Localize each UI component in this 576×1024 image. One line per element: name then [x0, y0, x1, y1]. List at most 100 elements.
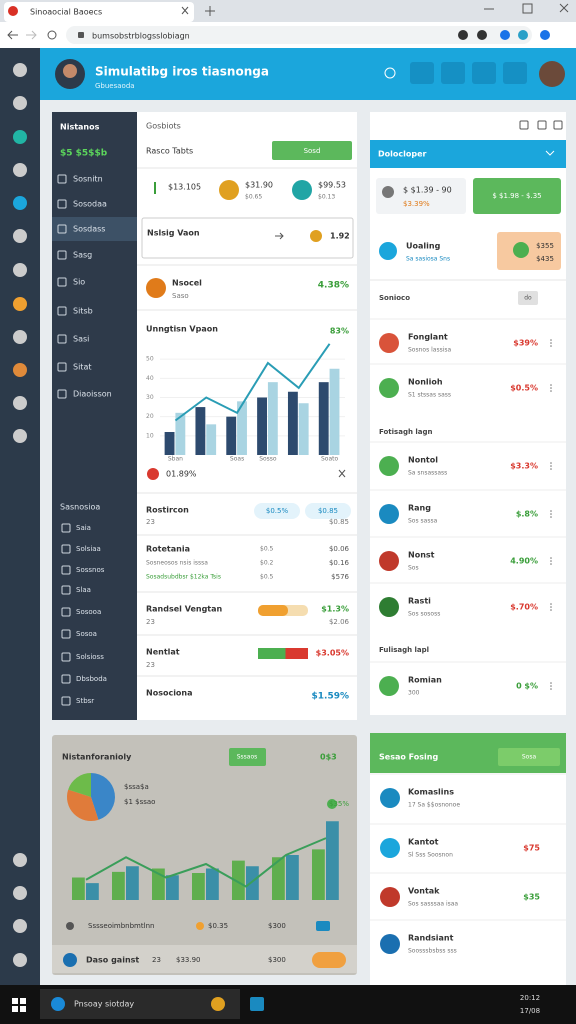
- search-icon[interactable]: [384, 67, 396, 79]
- label[interactable]: Sssaos: [237, 754, 258, 761]
- toolbar-icon[interactable]: [458, 30, 468, 40]
- rail-icon[interactable]: [13, 429, 27, 443]
- list-title[interactable]: Romian: [408, 676, 442, 685]
- bottom-pill[interactable]: [312, 952, 346, 968]
- sidebar-item[interactable]: Sasi: [73, 335, 89, 344]
- rail-icon[interactable]: [13, 297, 27, 311]
- header-button[interactable]: [503, 62, 527, 84]
- sidebar-item[interactable]: Slaa: [76, 586, 91, 594]
- rail-icon[interactable]: [13, 886, 27, 900]
- sidebar-item[interactable]: Sosoa: [76, 630, 97, 638]
- taskbar-app[interactable]: [40, 989, 240, 1019]
- reload-button[interactable]: [47, 30, 57, 40]
- rail-icon[interactable]: [13, 229, 27, 243]
- menu-dot[interactable]: [550, 682, 552, 684]
- feed-button[interactable]: [498, 748, 560, 766]
- label[interactable]: Sosa: [522, 754, 537, 761]
- menu-dot[interactable]: [550, 465, 552, 467]
- trend-line: [174, 343, 331, 422]
- menu-dot[interactable]: [550, 557, 552, 559]
- rail-icon[interactable]: [13, 96, 27, 110]
- sidebar-item[interactable]: Dbsboda: [76, 675, 107, 683]
- url-field[interactable]: [66, 26, 532, 44]
- right-button[interactable]: [473, 178, 561, 214]
- start-button[interactable]: [12, 998, 18, 1004]
- rail-icon[interactable]: [13, 263, 27, 277]
- app-icon[interactable]: [250, 997, 264, 1011]
- sidebar-item[interactable]: Sosooa: [76, 608, 101, 616]
- list-title[interactable]: Rang: [408, 504, 431, 513]
- feed-title[interactable]: Komaslins: [408, 788, 454, 797]
- back-button[interactable]: [7, 30, 18, 40]
- sidebar-item[interactable]: Sosodaa: [73, 200, 107, 209]
- menu-dot[interactable]: [550, 390, 552, 392]
- menu-dot[interactable]: [550, 342, 552, 344]
- rail-icon[interactable]: [13, 919, 27, 933]
- menu-dot[interactable]: [550, 387, 552, 389]
- list-title[interactable]: Nonlioh: [408, 378, 443, 387]
- rail-icon[interactable]: [13, 953, 27, 967]
- menu-dot[interactable]: [550, 685, 552, 687]
- x-tick-label: Soato: [321, 456, 339, 463]
- toolbar-icon[interactable]: [500, 30, 510, 40]
- forward-button[interactable]: [26, 30, 37, 40]
- rail-icon[interactable]: [13, 163, 27, 177]
- maximize[interactable]: [522, 3, 533, 14]
- menu-dot[interactable]: [550, 513, 552, 515]
- sidebar-item[interactable]: Diaoisson: [73, 390, 112, 399]
- list-title[interactable]: Rasti: [408, 597, 431, 606]
- menu-dot[interactable]: [550, 688, 552, 690]
- sidebar-item[interactable]: Solsiaa: [76, 545, 101, 553]
- panel-icon[interactable]: [519, 120, 529, 130]
- rail-icon[interactable]: [13, 396, 27, 410]
- label[interactable]: Sosd: [304, 147, 321, 155]
- feed-title[interactable]: Vontak: [408, 887, 440, 896]
- toolbar-icon[interactable]: [518, 30, 528, 40]
- panel-icon[interactable]: [537, 120, 547, 130]
- menu-dot[interactable]: [550, 560, 552, 562]
- menu-dot[interactable]: [550, 603, 552, 605]
- header-button[interactable]: [441, 62, 465, 84]
- sidebar-item[interactable]: Sio: [73, 278, 85, 287]
- panel-icon[interactable]: [553, 120, 563, 130]
- menu-dot[interactable]: [550, 468, 552, 470]
- sidebar-item[interactable]: Sitsb: [73, 307, 93, 316]
- feed-title[interactable]: Randsiant: [408, 934, 454, 943]
- sidebar-item[interactable]: Stbsr: [76, 697, 94, 705]
- menu-dot[interactable]: [550, 516, 552, 518]
- sidebar-item[interactable]: Sossnos: [76, 566, 105, 574]
- search-box[interactable]: [141, 217, 354, 259]
- feed-title[interactable]: Kantot: [408, 838, 439, 847]
- rail-icon[interactable]: [13, 330, 27, 344]
- rail-icon[interactable]: [13, 853, 27, 867]
- menu-dot[interactable]: [550, 339, 552, 341]
- menu-dot[interactable]: [550, 510, 552, 512]
- summary-button[interactable]: [229, 748, 266, 766]
- menu-dot[interactable]: [550, 384, 552, 386]
- sidebar-item[interactable]: Sosnitn: [73, 175, 103, 184]
- sidebar-item[interactable]: Solsioss: [76, 653, 104, 661]
- tab[interactable]: [4, 2, 194, 22]
- list-title[interactable]: Fonglant: [408, 333, 448, 342]
- sidebar-item[interactable]: Sasg: [73, 251, 92, 260]
- menu-dot[interactable]: [550, 609, 552, 611]
- menu-dot[interactable]: [550, 563, 552, 565]
- rail-icon[interactable]: [13, 196, 27, 210]
- sidebar-item[interactable]: Saia: [76, 524, 91, 532]
- menu-dot[interactable]: [550, 345, 552, 347]
- list-title[interactable]: Nonst: [408, 551, 435, 560]
- main-button[interactable]: [272, 141, 352, 160]
- list-title[interactable]: Nontol: [408, 456, 438, 465]
- toolbar-icon[interactable]: [477, 30, 487, 40]
- label[interactable]: $ $1.98 - $.35: [492, 192, 541, 200]
- header-button[interactable]: [410, 62, 434, 84]
- sidebar-item[interactable]: Sosdass: [73, 225, 105, 234]
- toolbar-icon[interactable]: [540, 30, 550, 40]
- menu-dot[interactable]: [550, 606, 552, 608]
- menu-dot[interactable]: [550, 462, 552, 464]
- rail-icon[interactable]: [13, 130, 27, 144]
- rail-icon[interactable]: [13, 63, 27, 77]
- header-button[interactable]: [472, 62, 496, 84]
- rail-icon[interactable]: [13, 363, 27, 377]
- sidebar-item[interactable]: Sitat: [73, 363, 91, 372]
